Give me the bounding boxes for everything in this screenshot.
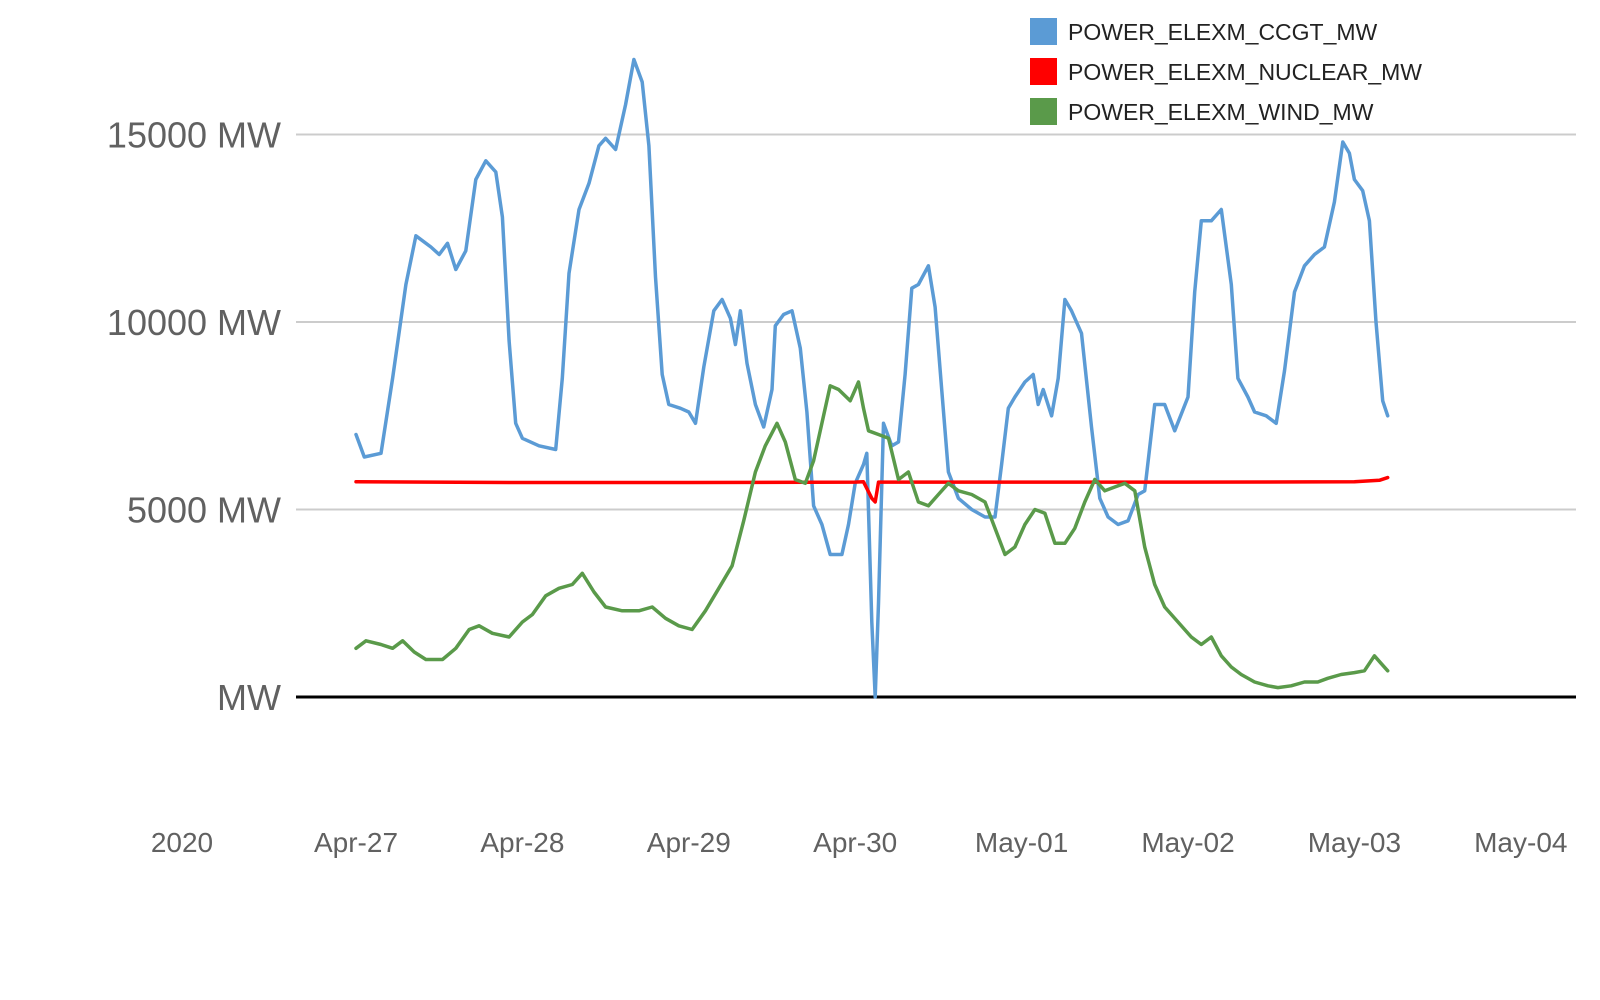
- legend-label: POWER_ELEXM_CCGT_MW: [1068, 19, 1378, 45]
- x-tick-label: Apr-29: [647, 827, 731, 858]
- series-line-1: [354, 57, 1390, 699]
- legend-swatch: [1030, 58, 1057, 85]
- x-tick-label: Apr-27: [314, 827, 398, 858]
- year-label: 2020: [151, 827, 213, 858]
- legend-label: POWER_ELEXM_WIND_MW: [1068, 99, 1374, 125]
- legend-swatch: [1030, 98, 1057, 125]
- legend: POWER_ELEXM_CCGT_MW POWER_ELEXM_NUCLEAR_M…: [1030, 18, 1422, 125]
- x-tick-label: May-02: [1141, 827, 1234, 858]
- legend-swatch: [1030, 18, 1057, 45]
- legend-background: [1018, 8, 1448, 133]
- x-axis-ticks: 2020 Apr-27 Apr-28 Apr-29 Apr-30 May-01 May-0…: [151, 827, 1568, 858]
- x-tick-label: May-03: [1308, 827, 1401, 858]
- x-tick-label: Apr-28: [480, 827, 564, 858]
- x-tick-label: Apr-30: [813, 827, 897, 858]
- x-tick-label: May-04: [1474, 827, 1567, 858]
- gridlines: [296, 133, 1576, 699]
- series-line-3: [354, 380, 1390, 690]
- y-axis-ticks: MW 5000 MW 10000 MW 15000 MW: [107, 115, 281, 719]
- y-tick-label: 15000 MW: [107, 115, 281, 156]
- series-line-2: [354, 475, 1390, 504]
- legend-label: POWER_ELEXM_NUCLEAR_MW: [1068, 59, 1422, 85]
- series-lines: [354, 57, 1390, 699]
- y-tick-label: 5000 MW: [127, 490, 281, 531]
- x-tick-label: May-01: [975, 827, 1068, 858]
- y-tick-label: MW: [217, 677, 281, 718]
- y-tick-label: 10000 MW: [107, 302, 281, 343]
